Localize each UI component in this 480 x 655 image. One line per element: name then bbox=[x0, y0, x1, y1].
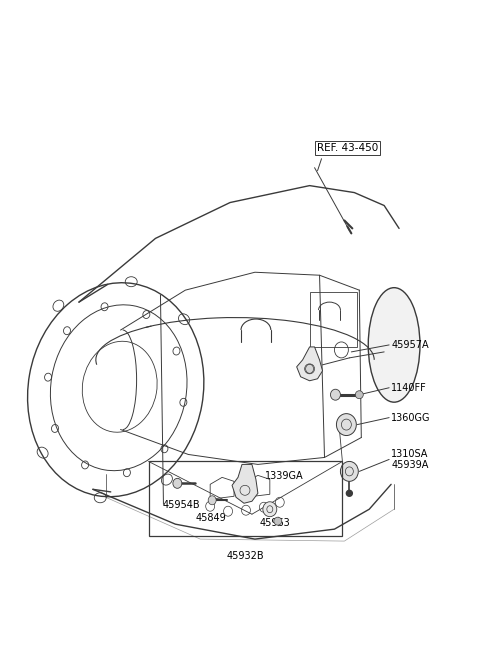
Text: 1360GG: 1360GG bbox=[391, 413, 431, 422]
Text: 45957A: 45957A bbox=[391, 340, 429, 350]
Ellipse shape bbox=[306, 364, 313, 373]
Text: REF. 43-450: REF. 43-450 bbox=[317, 143, 378, 153]
Polygon shape bbox=[297, 347, 323, 381]
Text: 45954B: 45954B bbox=[162, 500, 200, 510]
Ellipse shape bbox=[263, 502, 277, 517]
Text: 1339GA: 1339GA bbox=[265, 472, 303, 481]
Text: 45963: 45963 bbox=[260, 518, 290, 528]
Ellipse shape bbox=[336, 414, 356, 436]
Ellipse shape bbox=[340, 461, 358, 481]
Ellipse shape bbox=[208, 496, 216, 505]
Circle shape bbox=[274, 517, 282, 525]
Text: 1310SA: 1310SA bbox=[391, 449, 429, 459]
Text: 1140FF: 1140FF bbox=[391, 383, 427, 393]
Circle shape bbox=[355, 391, 363, 399]
Text: 45939A: 45939A bbox=[391, 460, 429, 470]
Ellipse shape bbox=[173, 478, 182, 489]
Polygon shape bbox=[232, 464, 258, 503]
Bar bbox=[148, 461, 342, 536]
Text: 45849: 45849 bbox=[195, 513, 226, 523]
Bar bbox=[310, 292, 357, 347]
Text: 45932B: 45932B bbox=[227, 551, 264, 561]
Ellipse shape bbox=[368, 288, 420, 402]
Ellipse shape bbox=[330, 389, 340, 400]
Circle shape bbox=[347, 491, 352, 496]
